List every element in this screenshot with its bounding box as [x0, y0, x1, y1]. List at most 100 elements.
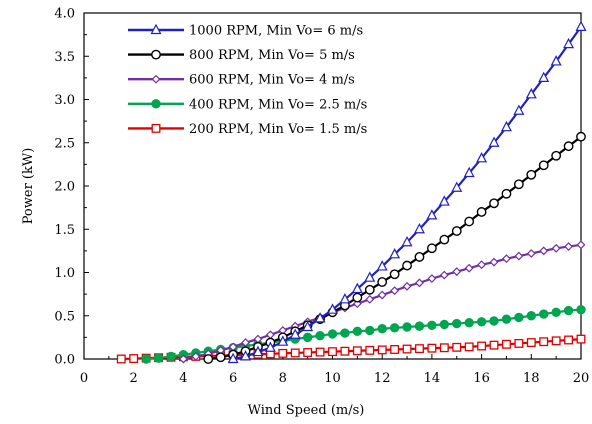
data-point-circle — [402, 260, 412, 271]
data-point-circle — [489, 198, 499, 209]
data-point-circle — [389, 269, 400, 280]
data-point-filled-circle — [501, 314, 512, 324]
y-axis: 0.0 0.5 1.0 1.5 2.0 2.5 3.0 3.5 4.0 — [54, 7, 89, 368]
data-point-square — [151, 123, 161, 133]
data-point-triangle — [227, 352, 239, 364]
data-point-filled-circle — [476, 317, 487, 327]
data-point-diamond — [551, 243, 561, 253]
data-point-diamond — [241, 338, 250, 348]
data-point-square — [452, 342, 462, 352]
data-point-square — [514, 338, 524, 348]
data-point-filled-circle — [414, 321, 425, 331]
data-point-circle — [364, 284, 375, 295]
legend-label: 400 RPM, Min Vo= 2.5 m/s — [189, 97, 367, 112]
data-point-filled-circle — [551, 307, 561, 317]
data-point-square — [464, 342, 474, 352]
data-point-filled-circle — [563, 305, 574, 316]
data-point-circle — [352, 292, 363, 303]
data-point-square — [365, 345, 375, 355]
y-axis-title: Power (kW) — [21, 148, 36, 225]
data-point-triangle — [339, 293, 351, 304]
x-tick-label: 20 — [573, 371, 590, 386]
legend-item-1: 800 RPM, Min Vo= 5 m/s — [128, 48, 355, 63]
data-point-filled-circle — [141, 354, 151, 364]
data-point-square — [576, 334, 586, 344]
data-point-diamond — [452, 267, 462, 277]
data-point-circle — [215, 352, 226, 363]
data-point-diamond — [564, 242, 574, 251]
legend-item-2: 600 RPM, Min Vo= 4 m/s — [128, 73, 355, 88]
x-tick-label: 14 — [424, 371, 441, 386]
data-point-diamond — [427, 274, 437, 284]
data-point-filled-circle — [153, 353, 164, 363]
data-point-square — [564, 335, 574, 345]
data-point-diamond — [377, 290, 387, 300]
data-point-triangle — [264, 341, 276, 352]
data-point-triangle — [351, 282, 363, 294]
data-point-triangle — [389, 248, 401, 259]
legend-label: 200 RPM, Min Vo= 1.5 m/s — [189, 122, 367, 137]
data-point-circle — [377, 277, 388, 287]
data-point-filled-circle — [166, 351, 176, 362]
series-0 — [227, 20, 587, 364]
data-point-square — [427, 343, 437, 353]
data-point-filled-circle — [315, 330, 325, 341]
data-point-triangle — [364, 271, 376, 282]
data-point-filled-circle — [576, 304, 586, 315]
data-point-filled-circle — [151, 99, 161, 109]
data-point-triangle — [413, 222, 425, 234]
legend-item-4: 200 RPM, Min Vo= 1.5 m/s — [128, 122, 367, 137]
data-point-square — [402, 344, 412, 354]
data-point-circle — [563, 141, 574, 152]
data-point-circle — [576, 131, 586, 142]
legend: 1000 RPM, Min Vo= 6 m/s 800 RPM, Min Vo= … — [128, 24, 367, 137]
data-point-circle — [439, 234, 450, 245]
data-point-square — [315, 347, 325, 357]
data-point-diamond — [352, 299, 362, 309]
y-tick-label: 3.5 — [54, 50, 75, 65]
data-point-circle — [538, 160, 549, 171]
legend-label: 600 RPM, Min Vo= 4 m/s — [189, 73, 355, 88]
y-tick-label: 4.0 — [54, 7, 75, 22]
data-point-diamond — [576, 240, 586, 250]
y-tick-label: 1.5 — [54, 223, 75, 238]
data-point-square — [303, 348, 313, 357]
data-point-filled-circle — [464, 317, 474, 328]
data-point-square — [526, 338, 536, 348]
legend-item-0: 1000 RPM, Min Vo= 6 m/s — [128, 24, 363, 39]
data-point-filled-circle — [539, 309, 549, 319]
data-point-circle — [526, 169, 537, 180]
data-point-circle — [476, 207, 487, 217]
data-point-filled-circle — [427, 320, 437, 330]
x-tick-label: 4 — [179, 371, 187, 386]
data-point-filled-circle — [365, 325, 375, 336]
data-point-filled-circle — [439, 319, 450, 330]
data-point-diamond — [191, 351, 201, 361]
series-2 — [178, 240, 586, 364]
data-point-triangle — [302, 320, 314, 332]
data-point-filled-circle — [302, 332, 313, 343]
data-point-circle — [414, 252, 425, 262]
y-tick-label: 2.5 — [54, 136, 75, 151]
y-tick-label: 1.0 — [54, 266, 75, 281]
series-line — [121, 338, 582, 361]
data-point-diamond — [464, 263, 474, 273]
data-point-triangle — [438, 195, 450, 206]
data-point-filled-circle — [327, 329, 338, 339]
data-point-diamond — [502, 254, 511, 264]
data-point-circle — [551, 150, 562, 161]
legend-label: 1000 RPM, Min Vo= 6 m/s — [189, 24, 363, 39]
y-tick-label: 3.0 — [54, 93, 75, 108]
data-point-circle — [203, 354, 214, 364]
data-point-triangle — [488, 136, 500, 147]
data-point-triangle — [563, 37, 575, 49]
data-point-filled-circle — [402, 322, 412, 332]
data-point-square — [489, 340, 499, 350]
data-point-triangle — [376, 260, 388, 271]
x-axis: 0 2 4 6 8 10 12 14 16 18 20 — [80, 354, 589, 386]
series-layer — [116, 20, 587, 364]
data-point-triangle — [463, 166, 475, 178]
data-point-circle — [501, 188, 512, 199]
data-point-circle — [464, 216, 475, 227]
